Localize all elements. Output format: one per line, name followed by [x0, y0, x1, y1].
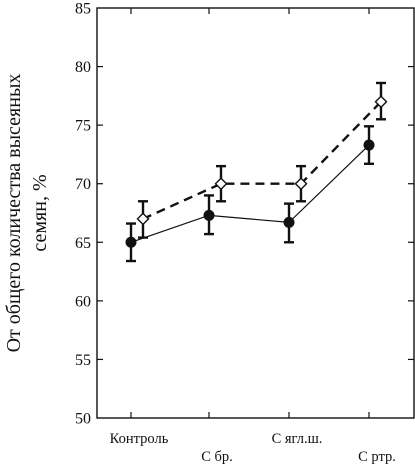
- data-point-diamond: [214, 177, 228, 191]
- data-point-circle: [125, 236, 137, 248]
- series-2: [125, 125, 375, 263]
- y-tick-label: 55: [75, 352, 91, 369]
- data-point-circle: [283, 216, 295, 228]
- y-axis-title-line1: От общего количества высеяных: [3, 74, 25, 353]
- data-point-diamond: [294, 177, 308, 191]
- y-tick-label: 70: [75, 176, 91, 193]
- data-point-circle: [203, 209, 215, 221]
- series-layer: [125, 81, 388, 263]
- x-category-label: С бр.: [201, 449, 233, 465]
- plot-frame: [96, 7, 415, 419]
- y-tick-label: 85: [75, 1, 91, 18]
- series-line: [130, 144, 370, 243]
- x-category-label: Контроль: [110, 431, 169, 447]
- y-tick-label: 80: [75, 59, 91, 76]
- y-tick-label: 65: [75, 235, 91, 252]
- x-axis: Контроль С бр. С ягл.ш. С ртр.: [110, 8, 396, 465]
- data-point-circle: [363, 139, 375, 151]
- series-1: [136, 81, 388, 239]
- y-axis: 50 55 60 65 70 75 80 85: [75, 1, 414, 428]
- y-axis-title-line2: семян, %: [29, 174, 51, 251]
- x-category-label: С ягл.ш.: [272, 431, 323, 447]
- y-tick-label: 75: [75, 118, 91, 135]
- y-tick-label: 60: [75, 293, 91, 310]
- y-tick-label: 50: [75, 411, 91, 428]
- data-point-diamond: [374, 95, 388, 109]
- x-category-label: С ртр.: [358, 449, 396, 465]
- series-line: [142, 100, 382, 220]
- data-point-diamond: [136, 212, 150, 226]
